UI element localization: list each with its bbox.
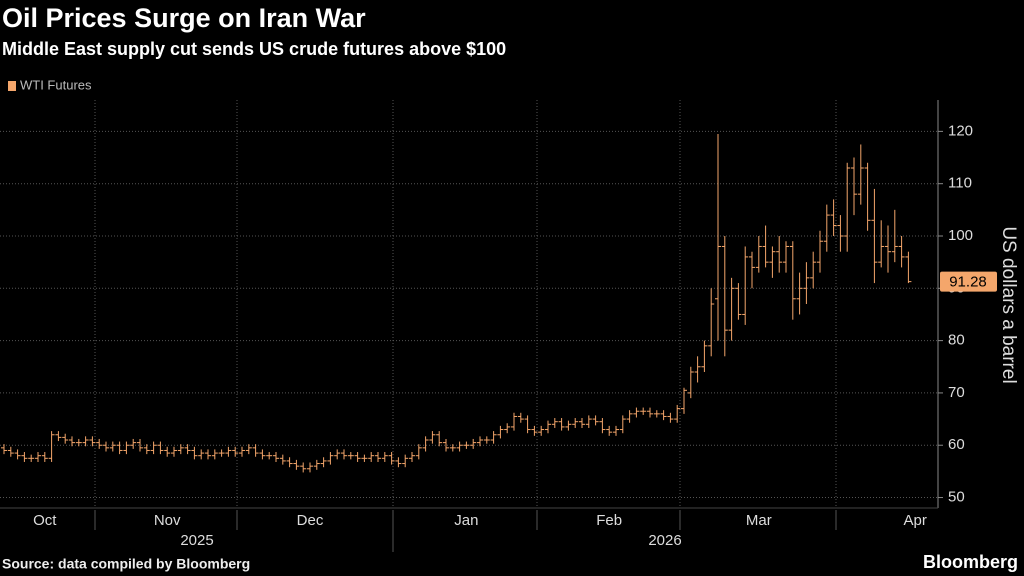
legend-swatch — [8, 81, 16, 91]
x-tick-label: Dec — [297, 512, 324, 529]
y-tick-label: 60 — [948, 436, 965, 453]
x-tick-label: Jan — [454, 512, 478, 529]
year-label: 2025 — [180, 532, 213, 549]
x-tick-label: Mar — [746, 512, 772, 529]
x-tick-label: Nov — [154, 512, 181, 529]
source: Source: data compiled by Bloomberg — [2, 556, 250, 572]
x-tick-label: Feb — [596, 512, 622, 529]
y-tick-label: 70 — [948, 384, 965, 401]
y-tick-label: 50 — [948, 489, 965, 506]
y-tick-label: 100 — [948, 227, 973, 244]
legend-label: WTI Futures — [20, 77, 92, 92]
brand: Bloomberg — [923, 552, 1018, 572]
chart-subtitle: Middle East supply cut sends US crude fu… — [2, 39, 506, 59]
y-tick-label: 80 — [948, 332, 965, 349]
y-tick-label: 120 — [948, 122, 973, 139]
last-value-box — [940, 271, 997, 292]
year-label: 2026 — [648, 532, 681, 549]
y-tick-label: 110 — [948, 175, 972, 192]
last-value-label: 91.28 — [949, 274, 987, 291]
x-tick-label: Oct — [33, 512, 57, 529]
x-tick-label: Apr — [904, 512, 927, 529]
chart-title: Oil Prices Surge on Iran War — [2, 3, 366, 33]
y-axis-label: US dollars a barrel — [998, 226, 1019, 383]
